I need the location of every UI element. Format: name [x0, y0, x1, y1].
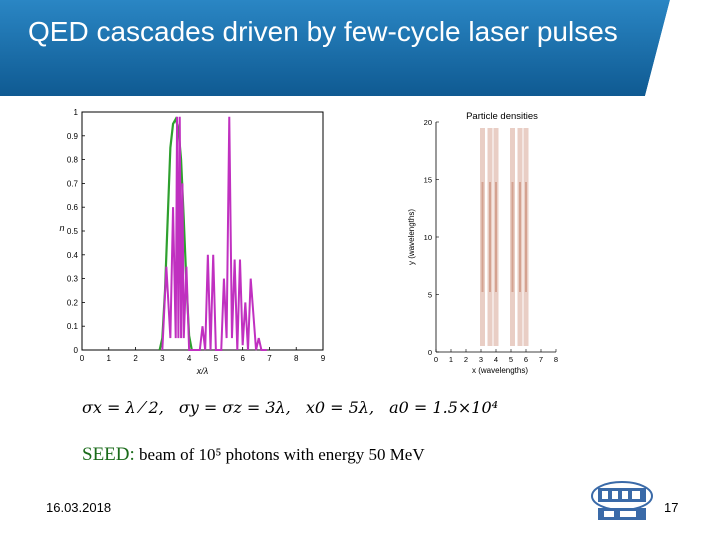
formula-sigma-yz: σy = σz = 3λ, [178, 398, 291, 417]
chart1-xtick-label: 8 [294, 354, 299, 363]
chart2-xtick-label: 8 [554, 355, 558, 364]
page-number: 17 [664, 500, 679, 515]
chart2-xtick-label: 4 [494, 355, 498, 364]
chart2-xtick-label: 1 [449, 355, 453, 364]
chart1-ytick-label: 1 [74, 108, 79, 117]
chart1-ylabel: n [59, 223, 64, 233]
formula: σx = λ ⁄ 2, σy = σz = 3λ, x0 = 5λ, a0 = … [82, 398, 508, 417]
chart2-density-band [480, 128, 485, 346]
chart2-xtick-label: 2 [464, 355, 468, 364]
chart2-ytick-label: 15 [424, 176, 432, 185]
seed-text: beam of 10⁵ photons with energy 50 MeV [139, 445, 425, 464]
formula-sigma-x: σx = λ ⁄ 2, [82, 398, 164, 417]
chart2-ytick-label: 0 [428, 348, 432, 357]
chart1-xtick-label: 0 [80, 354, 85, 363]
chart1-xtick-label: 3 [160, 354, 165, 363]
chart2-xtick-label: 7 [539, 355, 543, 364]
slide-header: QED cascades driven by few-cycle laser p… [0, 0, 720, 96]
institute-logo [590, 478, 654, 524]
chart2-density-band [523, 128, 529, 346]
formula-a0: a0 = 1.5×10⁴ [389, 398, 499, 417]
chart2-xtick-label: 6 [524, 355, 528, 364]
chart1-xtick-label: 2 [133, 354, 138, 363]
chart1-ytick-label: 0.8 [67, 156, 79, 165]
chart1-xlabel: x/λ [196, 366, 208, 376]
chart1-xtick-label: 5 [214, 354, 219, 363]
chart2-xtick-label: 5 [509, 355, 513, 364]
chart1-ytick-label: 0.2 [67, 298, 79, 307]
chart2-ytick-label: 5 [428, 291, 432, 300]
chart1-xtick-label: 7 [267, 354, 272, 363]
chart2-xtick-label: 3 [479, 355, 483, 364]
chart2-ytick-label: 10 [424, 233, 432, 242]
chart1-ytick-label: 0.1 [67, 322, 79, 331]
chart1-ytick-label: 0 [74, 346, 79, 355]
formula-x0: x0 = 5λ, [305, 398, 375, 417]
chart1-series-line [161, 116, 267, 351]
chart1-ytick-label: 0.6 [67, 203, 79, 212]
chart2-density-band [510, 128, 515, 346]
chart1-xtick-label: 6 [240, 354, 245, 363]
chart1-xtick-label: 1 [107, 354, 112, 363]
chart2-density-band [487, 128, 493, 346]
chart2-xlabel: x (wavelengths) [472, 366, 528, 375]
chart2-density-core [525, 182, 527, 292]
chart2-title: Particle densities [466, 111, 538, 122]
chart1-ytick-label: 0.7 [67, 179, 79, 188]
chart2-ytick-label: 20 [424, 118, 432, 127]
chart2-density-band [517, 128, 523, 346]
chart2-ylabel: y (wavelengths) [407, 209, 416, 265]
chart2-density-core [511, 182, 514, 292]
footer-date: 16.03.2018 [46, 500, 112, 515]
seed-line: SEED: beam of 10⁵ photons with energy 50… [82, 444, 425, 466]
chart1-ytick-label: 0.3 [67, 275, 79, 284]
header-background [0, 0, 720, 96]
chart1-xtick-label: 4 [187, 354, 192, 363]
seed-label: SEED: [82, 444, 135, 465]
chart1-ytick-label: 0.9 [67, 132, 79, 141]
chart2-xtick-label: 0 [434, 355, 438, 364]
chart2-density-core [519, 182, 521, 292]
chart1-xtick-label: 9 [321, 354, 326, 363]
chart1-ytick-label: 0.4 [67, 251, 79, 260]
chart1-frame [81, 111, 324, 351]
chart2-density-core [481, 182, 484, 292]
slide-title: QED cascades driven by few-cycle laser p… [28, 16, 618, 47]
chart1-ytick-label: 0.5 [67, 227, 79, 236]
chart2-density-core [489, 182, 491, 292]
chart2-density-core [495, 182, 497, 292]
chart2-density-band [493, 128, 499, 346]
